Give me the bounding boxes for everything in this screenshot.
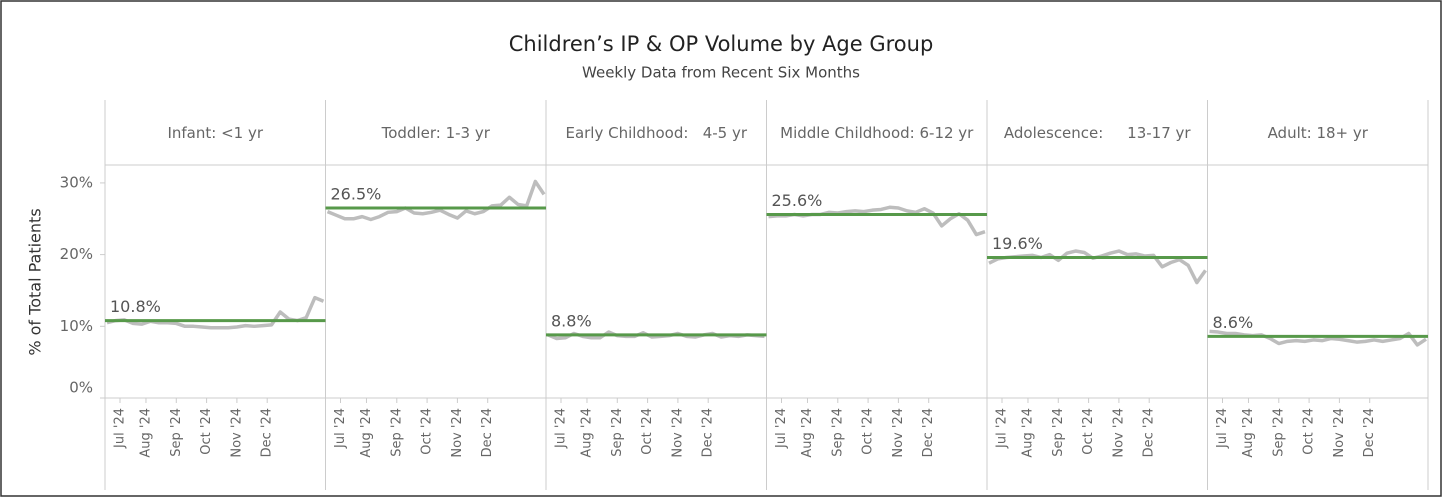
panel-header: Adult: 18+ yr [1267,123,1368,142]
x-tick-label: Aug '24 [1020,408,1035,458]
panel-header: Early Childhood: 4-5 yr [565,123,748,142]
x-tick-label: Nov '24 [670,408,685,458]
y-axis-label: % of Total Patients [26,208,45,355]
x-tick-label: Dec '24 [260,408,275,457]
x-tick-label: Dec '24 [701,408,716,457]
x-tick-label: Jul '24 [553,408,568,449]
x-tick-label: Jul '24 [112,408,127,449]
x-tick-label: Aug '24 [800,408,815,458]
weekly-line [988,249,1207,285]
x-tick-label: Aug '24 [1241,408,1256,458]
panel-header: Infant: <1 yr [167,123,264,142]
x-tick-label: Jul '24 [994,408,1009,449]
x-tick-label: Sep '24 [169,408,184,457]
chart-subtitle: Weekly Data from Recent Six Months [582,64,860,82]
x-tick-label: Oct '24 [1302,408,1317,455]
x-tick-label: Jul '24 [333,408,348,449]
average-label: 26.5% [331,185,382,204]
average-label: 19.6% [992,234,1043,253]
average-label: 8.6% [1213,313,1254,332]
weekly-line [326,179,546,222]
panel-header: Toddler: 1-3 yr [381,123,490,142]
x-tick-label: Oct '24 [861,408,876,455]
x-tick-label: Nov '24 [229,408,244,458]
x-tick-label: Dec '24 [480,408,495,457]
y-tick-label: 0% [69,379,93,397]
x-tick-label: Jul '24 [1215,408,1230,449]
x-tick-label: Aug '24 [579,408,594,458]
x-tick-label: Sep '24 [610,408,625,457]
x-tick-label: Oct '24 [1081,408,1096,455]
average-label: 25.6% [772,191,823,210]
y-tick-label: 10% [60,317,93,335]
panel-header: Middle Childhood: 6-12 yr [780,123,974,142]
x-tick-label: Sep '24 [830,408,845,457]
x-tick-label: Dec '24 [921,408,936,457]
weekly-line [1209,329,1427,347]
x-tick-label: Oct '24 [640,408,655,455]
x-tick-label: Nov '24 [891,408,906,458]
average-label: 8.8% [551,311,592,330]
panel-header: Adolescence: 13-17 yr [1003,123,1191,142]
x-tick-label: Nov '24 [1332,408,1347,458]
x-tick-label: Nov '24 [450,408,465,458]
x-tick-label: Jul '24 [774,408,789,449]
x-tick-label: Nov '24 [1111,408,1126,458]
weekly-line [106,295,325,330]
x-tick-label: Sep '24 [1271,408,1286,457]
chart-title: Children’s IP & OP Volume by Age Group [509,32,934,56]
x-tick-label: Oct '24 [199,408,214,455]
x-tick-label: Aug '24 [359,408,374,458]
x-tick-label: Aug '24 [138,408,153,458]
weekly-line [768,205,986,237]
x-tick-label: Dec '24 [1142,408,1157,457]
x-tick-label: Oct '24 [420,408,435,455]
x-tick-label: Sep '24 [1051,408,1066,457]
average-label: 10.8% [110,297,161,316]
y-tick-label: 30% [60,173,93,191]
y-tick-label: 20% [60,245,93,263]
x-tick-label: Sep '24 [389,408,404,457]
x-tick-label: Dec '24 [1362,408,1377,457]
